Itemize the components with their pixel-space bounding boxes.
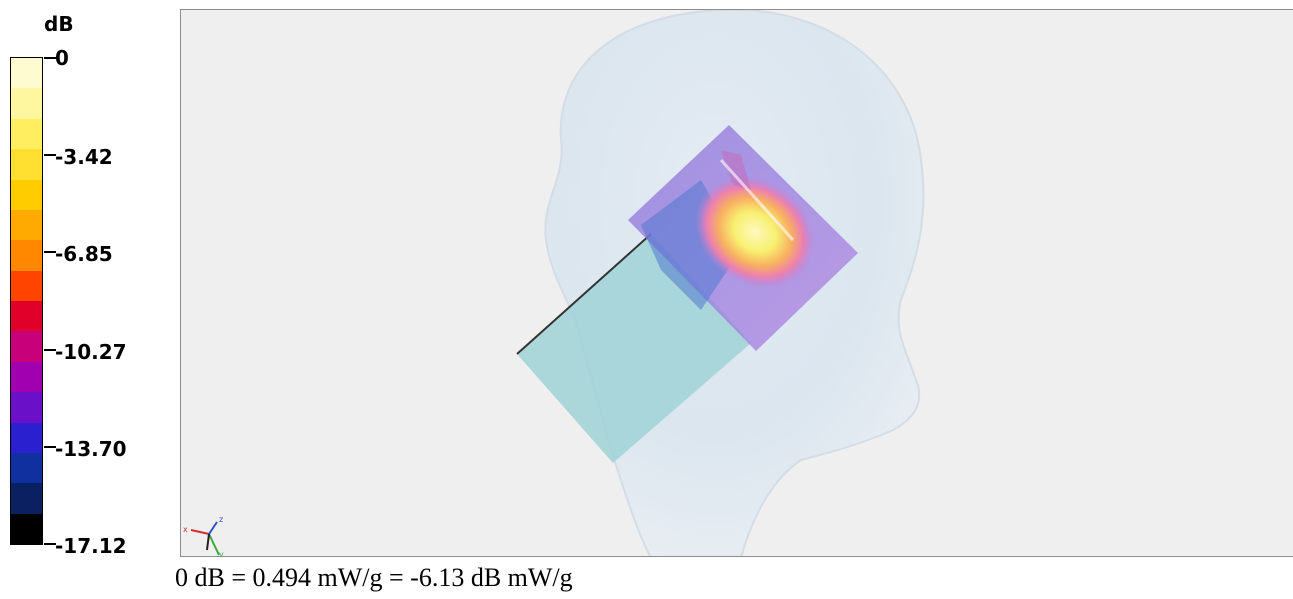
head-model-render: x z y bbox=[183, 10, 925, 557]
colorbar-segment bbox=[11, 301, 42, 332]
colorbar-tick bbox=[44, 251, 56, 254]
colorbar-tick-label: -3.42 bbox=[55, 145, 113, 170]
colorbar-segment bbox=[11, 331, 42, 363]
3d-viewport[interactable]: x z y bbox=[180, 9, 1293, 557]
axis-x-label: x bbox=[183, 525, 188, 534]
colorbar-tick-label: -6.85 bbox=[55, 242, 113, 267]
axis-z-label: z bbox=[219, 515, 223, 524]
colorbar-segment bbox=[11, 392, 42, 424]
colorbar-segment bbox=[11, 88, 42, 120]
sar-plane-fold bbox=[721, 150, 751, 190]
colorbar-tick bbox=[44, 154, 56, 157]
reference-caption: 0 dB = 0.494 mW/g = -6.13 dB mW/g bbox=[175, 563, 573, 592]
axis-y-label: y bbox=[219, 550, 224, 557]
colorbar-tick-label: 0 bbox=[55, 46, 69, 70]
colorbar-segment bbox=[11, 361, 42, 393]
colorbar-legend: dB 0 -3.42 -6.85 -10.27 -13.70 -17.12 bbox=[0, 0, 180, 560]
phone-plate-edge bbox=[516, 233, 652, 355]
colorbar-segment bbox=[11, 270, 42, 302]
colorbar-unit-label: dB bbox=[44, 12, 74, 36]
colorbar-tick bbox=[44, 57, 56, 59]
colorbar-segment bbox=[11, 422, 42, 454]
colorbar-segment bbox=[11, 452, 42, 484]
colorbar-tick-label: -17.12 bbox=[55, 534, 127, 558]
colorbar-tick-label: -13.70 bbox=[55, 436, 127, 461]
colorbar-tick bbox=[44, 445, 56, 448]
colorbar-tick bbox=[44, 543, 56, 545]
colorbar-segment bbox=[11, 58, 42, 89]
colorbar-tick-label: -10.27 bbox=[55, 339, 127, 364]
colorbar-segment bbox=[11, 118, 42, 150]
colorbar-segment bbox=[11, 513, 42, 545]
colorbar-segment bbox=[11, 240, 42, 272]
sar-plane-ridge bbox=[719, 158, 795, 242]
colorbar-segment bbox=[11, 209, 42, 241]
colorbar-segment bbox=[11, 149, 42, 181]
axis-triad: x z y bbox=[183, 515, 224, 557]
colorbar-tick bbox=[44, 348, 56, 351]
colorbar-segment bbox=[11, 179, 42, 211]
sar-hotspot bbox=[694, 175, 816, 289]
colorbar-gradient bbox=[10, 57, 43, 545]
colorbar-segment bbox=[11, 483, 42, 515]
